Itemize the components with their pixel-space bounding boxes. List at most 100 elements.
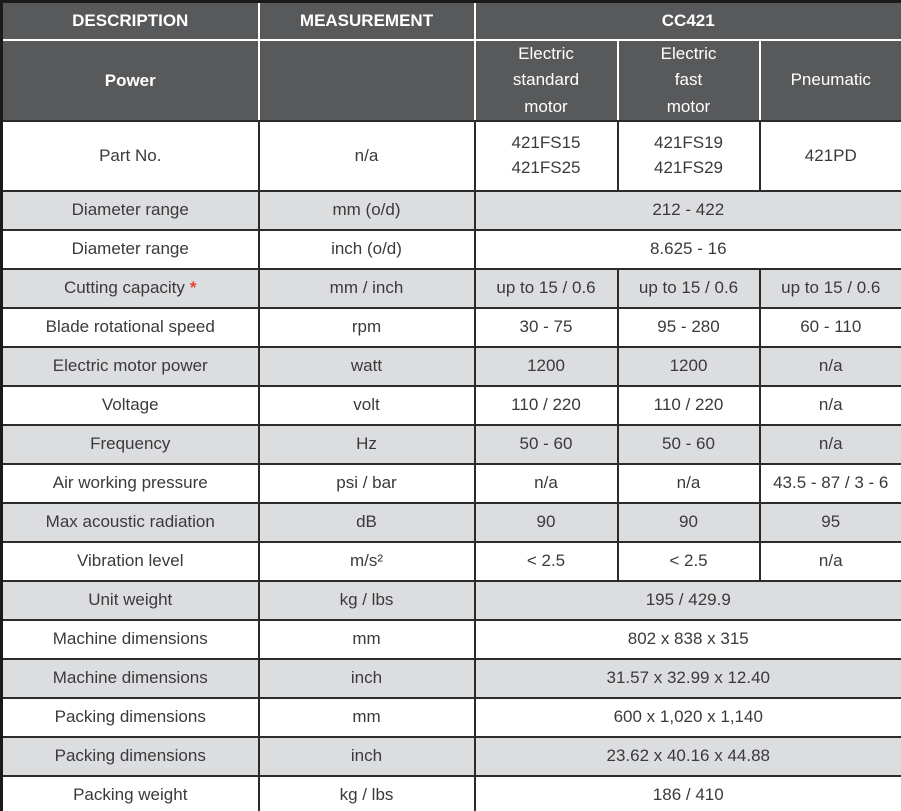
spec-value-cell: 1200 bbox=[616, 346, 761, 388]
spec-description-label: Part No. bbox=[99, 145, 162, 165]
header-cell-model-group: CC421 bbox=[473, 0, 901, 41]
spec-description-cell: Vibration level bbox=[0, 541, 260, 583]
spec-measurement-cell: volt bbox=[257, 385, 476, 427]
spec-description-label: Air working pressure bbox=[52, 473, 208, 493]
spec-description-cell: Blade rotational speed bbox=[0, 307, 260, 349]
spec-value-cell: 110 / 220 bbox=[616, 385, 761, 427]
spec-description-cell: Machine dimensions bbox=[0, 658, 260, 700]
spec-measurement-cell: inch (o/d) bbox=[257, 229, 476, 271]
spec-value-cell: 30 - 75 bbox=[473, 307, 619, 349]
table-row: Air working pressure psi / bar n/a n/a 43.5 … bbox=[0, 463, 901, 505]
table-row: Packing weight kg / lbs 186 / 410 bbox=[0, 775, 901, 811]
spec-description-label: Voltage bbox=[101, 395, 159, 415]
spec-value-cell: 212 - 422 bbox=[473, 190, 901, 232]
table-row: Blade rotational speed rpm 30 - 75 95 - 280… bbox=[0, 307, 901, 349]
spec-measurement-cell: psi / bar bbox=[257, 463, 476, 505]
spec-measurement-cell: rpm bbox=[257, 307, 476, 349]
header-cell-measurement: MEASUREMENT bbox=[257, 0, 476, 41]
spec-value-cell: up to 15 / 0.6 bbox=[473, 268, 619, 310]
spec-description-label: Frequency bbox=[90, 434, 171, 454]
spec-value-cell: 31.57 x 32.99 x 12.40 bbox=[473, 658, 901, 700]
header-cell-power: Power bbox=[0, 38, 260, 123]
table-row: Machine dimensions mm 802 x 838 x 315 bbox=[0, 619, 901, 661]
spec-description-label: Machine dimensions bbox=[52, 668, 208, 688]
table-row: Packing dimensions mm 600 x 1,020 x 1,140 bbox=[0, 697, 901, 739]
spec-description-label: Packing weight bbox=[73, 785, 188, 805]
table-row: Max acoustic radiation dB 90 90 95 bbox=[0, 502, 901, 544]
spec-measurement-cell: inch bbox=[257, 736, 476, 778]
spec-value-cell: 802 x 838 x 315 bbox=[473, 619, 901, 661]
spec-measurement-cell: inch bbox=[257, 658, 476, 700]
spec-description-cell: Diameter range bbox=[0, 229, 260, 271]
spec-value-cell: 95 bbox=[758, 502, 901, 544]
spec-description-label: Blade rotational speed bbox=[45, 317, 215, 337]
spec-measurement-cell: mm bbox=[257, 619, 476, 661]
spec-value-cell: n/a bbox=[758, 424, 901, 466]
spec-value-cell: 421PD bbox=[758, 120, 901, 193]
spec-value-cell: 421FS19 421FS29 bbox=[616, 120, 761, 193]
spec-value-cell: 43.5 - 87 / 3 - 6 bbox=[758, 463, 901, 505]
spec-description-label: Packing dimensions bbox=[54, 707, 206, 727]
spec-value-cell: 60 - 110 bbox=[758, 307, 901, 349]
spec-description-cell: Packing dimensions bbox=[0, 736, 260, 778]
header-cell-electric-fast-motor: Electric fast motor bbox=[616, 38, 761, 123]
spec-value-cell: 50 - 60 bbox=[616, 424, 761, 466]
spec-value-cell: 195 / 429.9 bbox=[473, 580, 901, 622]
spec-value-cell: 90 bbox=[473, 502, 619, 544]
spec-value-cell: n/a bbox=[473, 463, 619, 505]
header-cell-empty bbox=[257, 38, 476, 123]
spec-description-label: Electric motor power bbox=[52, 356, 208, 376]
spec-description-cell: Frequency bbox=[0, 424, 260, 466]
spec-description-cell: Packing weight bbox=[0, 775, 260, 811]
spec-description-label: Cutting capacity bbox=[63, 278, 185, 298]
spec-value-cell: 600 x 1,020 x 1,140 bbox=[473, 697, 901, 739]
spec-description-label: Max acoustic radiation bbox=[45, 512, 215, 532]
spec-table-head: DESCRIPTION MEASUREMENT CC421 Power Elec… bbox=[0, 0, 901, 123]
header-cell-description: DESCRIPTION bbox=[0, 0, 260, 41]
spec-description-cell: Air working pressure bbox=[0, 463, 260, 505]
spec-measurement-cell: kg / lbs bbox=[257, 775, 476, 811]
table-row: Electric motor power watt 1200 1200 n/a bbox=[0, 346, 901, 388]
spec-value-cell: 95 - 280 bbox=[616, 307, 761, 349]
spec-value-cell: up to 15 / 0.6 bbox=[758, 268, 901, 310]
spec-measurement-cell: Hz bbox=[257, 424, 476, 466]
spec-value-cell: 50 - 60 bbox=[473, 424, 619, 466]
spec-description-cell: Machine dimensions bbox=[0, 619, 260, 661]
spec-measurement-cell: m/s² bbox=[257, 541, 476, 583]
spec-value-cell: up to 15 / 0.6 bbox=[616, 268, 761, 310]
table-row: Vibration level m/s² < 2.5 < 2.5 n/a bbox=[0, 541, 901, 583]
table-row: Machine dimensions inch 31.57 x 32.99 x 12… bbox=[0, 658, 901, 700]
spec-description-label: Packing dimensions bbox=[54, 746, 206, 766]
spec-description-label: Unit weight bbox=[88, 590, 173, 610]
table-row: Packing dimensions inch 23.62 x 40.16 x 44… bbox=[0, 736, 901, 778]
table-header-row: DESCRIPTION MEASUREMENT CC421 bbox=[0, 0, 901, 41]
spec-description-cell: Cutting capacity * bbox=[0, 268, 260, 310]
spec-value-cell: 23.62 x 40.16 x 44.88 bbox=[473, 736, 901, 778]
spec-measurement-cell: kg / lbs bbox=[257, 580, 476, 622]
spec-description-label: Machine dimensions bbox=[52, 629, 208, 649]
spec-value-cell: n/a bbox=[758, 385, 901, 427]
spec-description-cell: Voltage bbox=[0, 385, 260, 427]
table-row: Cutting capacity * mm / inch up to 15 / 0.6… bbox=[0, 268, 901, 310]
spec-description-cell: Unit weight bbox=[0, 580, 260, 622]
spec-measurement-cell: mm / inch bbox=[257, 268, 476, 310]
spec-description-cell: Diameter range bbox=[0, 190, 260, 232]
spec-description-cell: Electric motor power bbox=[0, 346, 260, 388]
spec-measurement-cell: watt bbox=[257, 346, 476, 388]
spec-value-cell: 8.625 - 16 bbox=[473, 229, 901, 271]
spec-measurement-cell: mm (o/d) bbox=[257, 190, 476, 232]
spec-description-label: Diameter range bbox=[71, 200, 189, 220]
table-row: Voltage volt 110 / 220 110 / 220 n/a bbox=[0, 385, 901, 427]
table-row: Diameter range mm (o/d) 212 - 422 bbox=[0, 190, 901, 232]
table-row: Frequency Hz 50 - 60 50 - 60 n/a bbox=[0, 424, 901, 466]
spec-description-cell: Max acoustic radiation bbox=[0, 502, 260, 544]
spec-description-cell: Packing dimensions bbox=[0, 697, 260, 739]
header-cell-electric-standard-motor: Electric standard motor bbox=[473, 38, 619, 123]
spec-description-cell: Part No. bbox=[0, 120, 260, 193]
spec-value-cell: < 2.5 bbox=[616, 541, 761, 583]
spec-value-cell: 1200 bbox=[473, 346, 619, 388]
spec-measurement-cell: n/a bbox=[257, 120, 476, 193]
spec-description-label: Vibration level bbox=[77, 551, 184, 571]
